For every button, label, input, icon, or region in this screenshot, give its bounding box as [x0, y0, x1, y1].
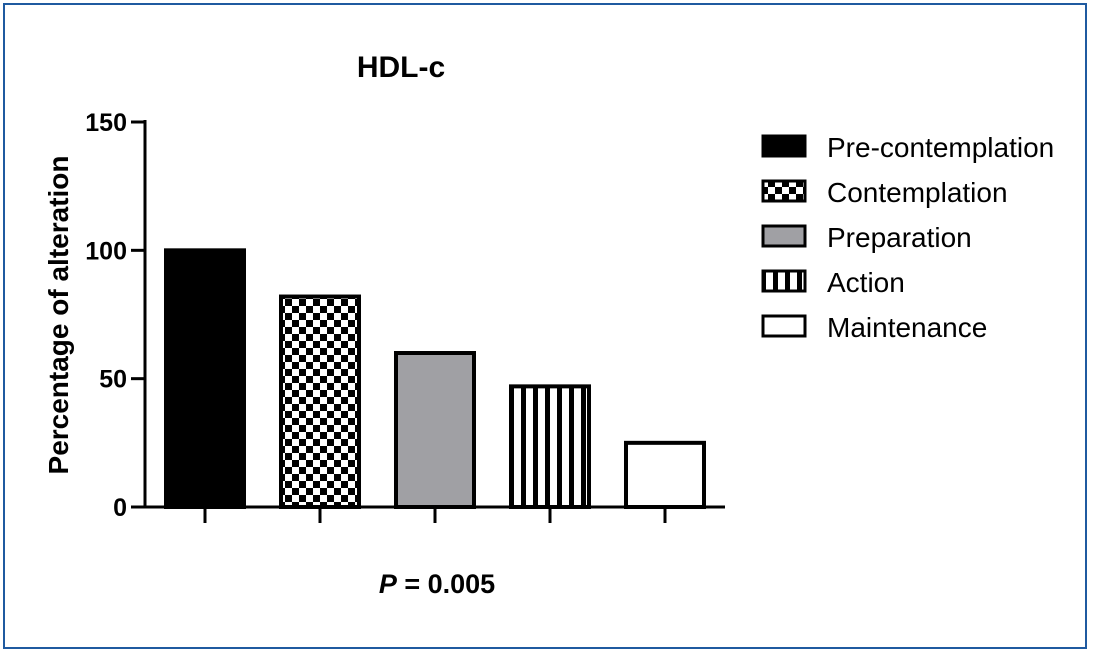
y-tick-label: 50 [99, 366, 127, 394]
bar-chart: HDL-c Percentage of alteration 0 50 100 150… [43, 51, 1054, 599]
legend-label-preparation: Preparation [827, 222, 972, 253]
legend-label-pre-contemplation: Pre-contemplation [827, 132, 1054, 163]
figure-frame: HDL-c Percentage of alteration 0 50 100 150… [3, 3, 1087, 649]
y-tick-label: 0 [113, 494, 127, 522]
legend-label-contemplation: Contemplation [827, 177, 1008, 208]
legend-swatch-preparation [761, 224, 807, 248]
p-value-annotation: P = 0.005 [379, 569, 495, 599]
bar-maintenance [624, 440, 706, 510]
legend-label-action: Action [827, 267, 905, 298]
legend-label-maintenance: Maintenance [827, 312, 987, 343]
bar-pre-contemplation [164, 248, 246, 509]
bar-action [509, 384, 591, 509]
legend-swatch-pre-contemplation [761, 134, 807, 158]
legend-swatch-contemplation [761, 179, 807, 203]
bars-group [164, 248, 706, 510]
legend-swatch-maintenance [761, 314, 807, 338]
y-axis-ticks: 0 50 100 150 [85, 109, 145, 522]
legend-swatch-action [761, 269, 807, 293]
x-axis-ticks [203, 507, 667, 523]
legend: Pre-contemplation Contemplation Preparatio… [761, 132, 1054, 343]
bar-preparation [394, 351, 476, 509]
bar-contemplation [279, 294, 361, 509]
y-tick-label: 100 [85, 237, 127, 265]
chart-title: HDL-c [357, 51, 445, 84]
p-value-text: = 0.005 [397, 569, 495, 599]
y-tick-label: 150 [85, 109, 127, 137]
p-value-symbol: P [379, 569, 398, 599]
y-axis-label: Percentage of alteration [43, 156, 74, 475]
